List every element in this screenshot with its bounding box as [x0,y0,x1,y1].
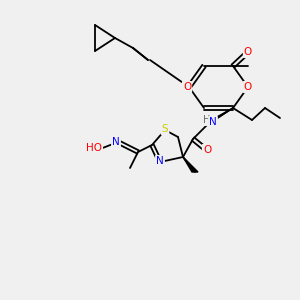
Text: N: N [156,156,164,166]
Text: O: O [244,82,252,92]
Text: O: O [203,145,211,155]
Text: O: O [244,47,252,57]
Polygon shape [208,108,233,122]
Text: N: N [209,117,217,127]
Polygon shape [183,157,198,172]
Text: N: N [112,137,120,147]
Text: O: O [183,82,191,92]
Text: S: S [162,124,168,134]
Text: HO: HO [86,143,102,153]
Text: H: H [203,115,211,125]
